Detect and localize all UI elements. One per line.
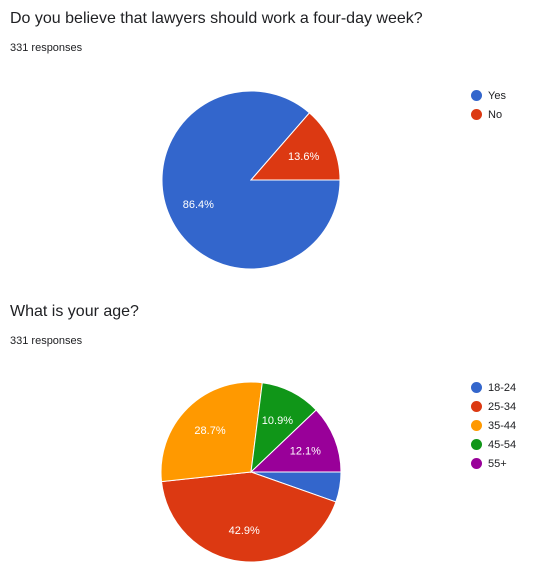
legend-1-item-yes: Yes — [471, 86, 506, 105]
legend-2-item-35-44: 35-44 — [471, 416, 516, 435]
pie-1-slice-no — [249, 112, 341, 181]
pie-2-label-35-44: 28.7% — [194, 425, 225, 437]
age-legend: 18-24 25-34 35-44 45-54 55+ — [471, 378, 516, 473]
legend-2-item-18-24: 18-24 — [471, 378, 516, 397]
legend-2-swatch-45-54 — [471, 439, 482, 450]
legend-2-label-45-54: 45-54 — [488, 438, 517, 451]
legend-1-swatch-yes — [471, 90, 482, 101]
legend-1-label-no: No — [488, 108, 503, 121]
pie-1-label-no: 13.6% — [288, 151, 319, 163]
pie-2-label-55: 12.1% — [290, 445, 321, 457]
pie-2-label-25-34: 42.9% — [229, 525, 260, 537]
legend-2-swatch-25-34 — [471, 401, 482, 412]
question-2-title: What is your age? — [10, 303, 139, 320]
four-day-week-legend: Yes No — [471, 86, 506, 124]
pie-2-slice-35-44 — [160, 381, 263, 483]
legend-1-swatch-no — [471, 109, 482, 120]
legend-2-item-55: 55+ — [471, 454, 516, 473]
question-1-response-count: 331 responses — [10, 42, 83, 54]
legend-2-swatch-35-44 — [471, 420, 482, 431]
legend-2-label-25-34: 25-34 — [488, 400, 517, 413]
legend-2-swatch-18-24 — [471, 382, 482, 393]
legend-2-swatch-55 — [471, 458, 482, 469]
legend-1-item-no: No — [471, 105, 506, 124]
pie-2-slice-25-34 — [160, 471, 337, 563]
question-1-title: Do you believe that lawyers should work … — [10, 10, 423, 27]
four-day-week-pie-chart: 86.4% 13.6% — [161, 90, 341, 270]
legend-2-label-18-24: 18-24 — [488, 381, 517, 394]
pie-1-label-yes: 86.4% — [183, 199, 214, 211]
legend-1-label-yes: Yes — [488, 89, 506, 102]
legend-2-label-55: 55+ — [488, 457, 507, 470]
question-2-response-count: 331 responses — [10, 335, 83, 347]
legend-2-item-25-34: 25-34 — [471, 397, 516, 416]
pie-2-label-45-54: 10.9% — [262, 415, 293, 427]
legend-2-item-45-54: 45-54 — [471, 435, 516, 454]
legend-2-label-35-44: 35-44 — [488, 419, 517, 432]
pie-2-slice-55 — [249, 409, 342, 473]
